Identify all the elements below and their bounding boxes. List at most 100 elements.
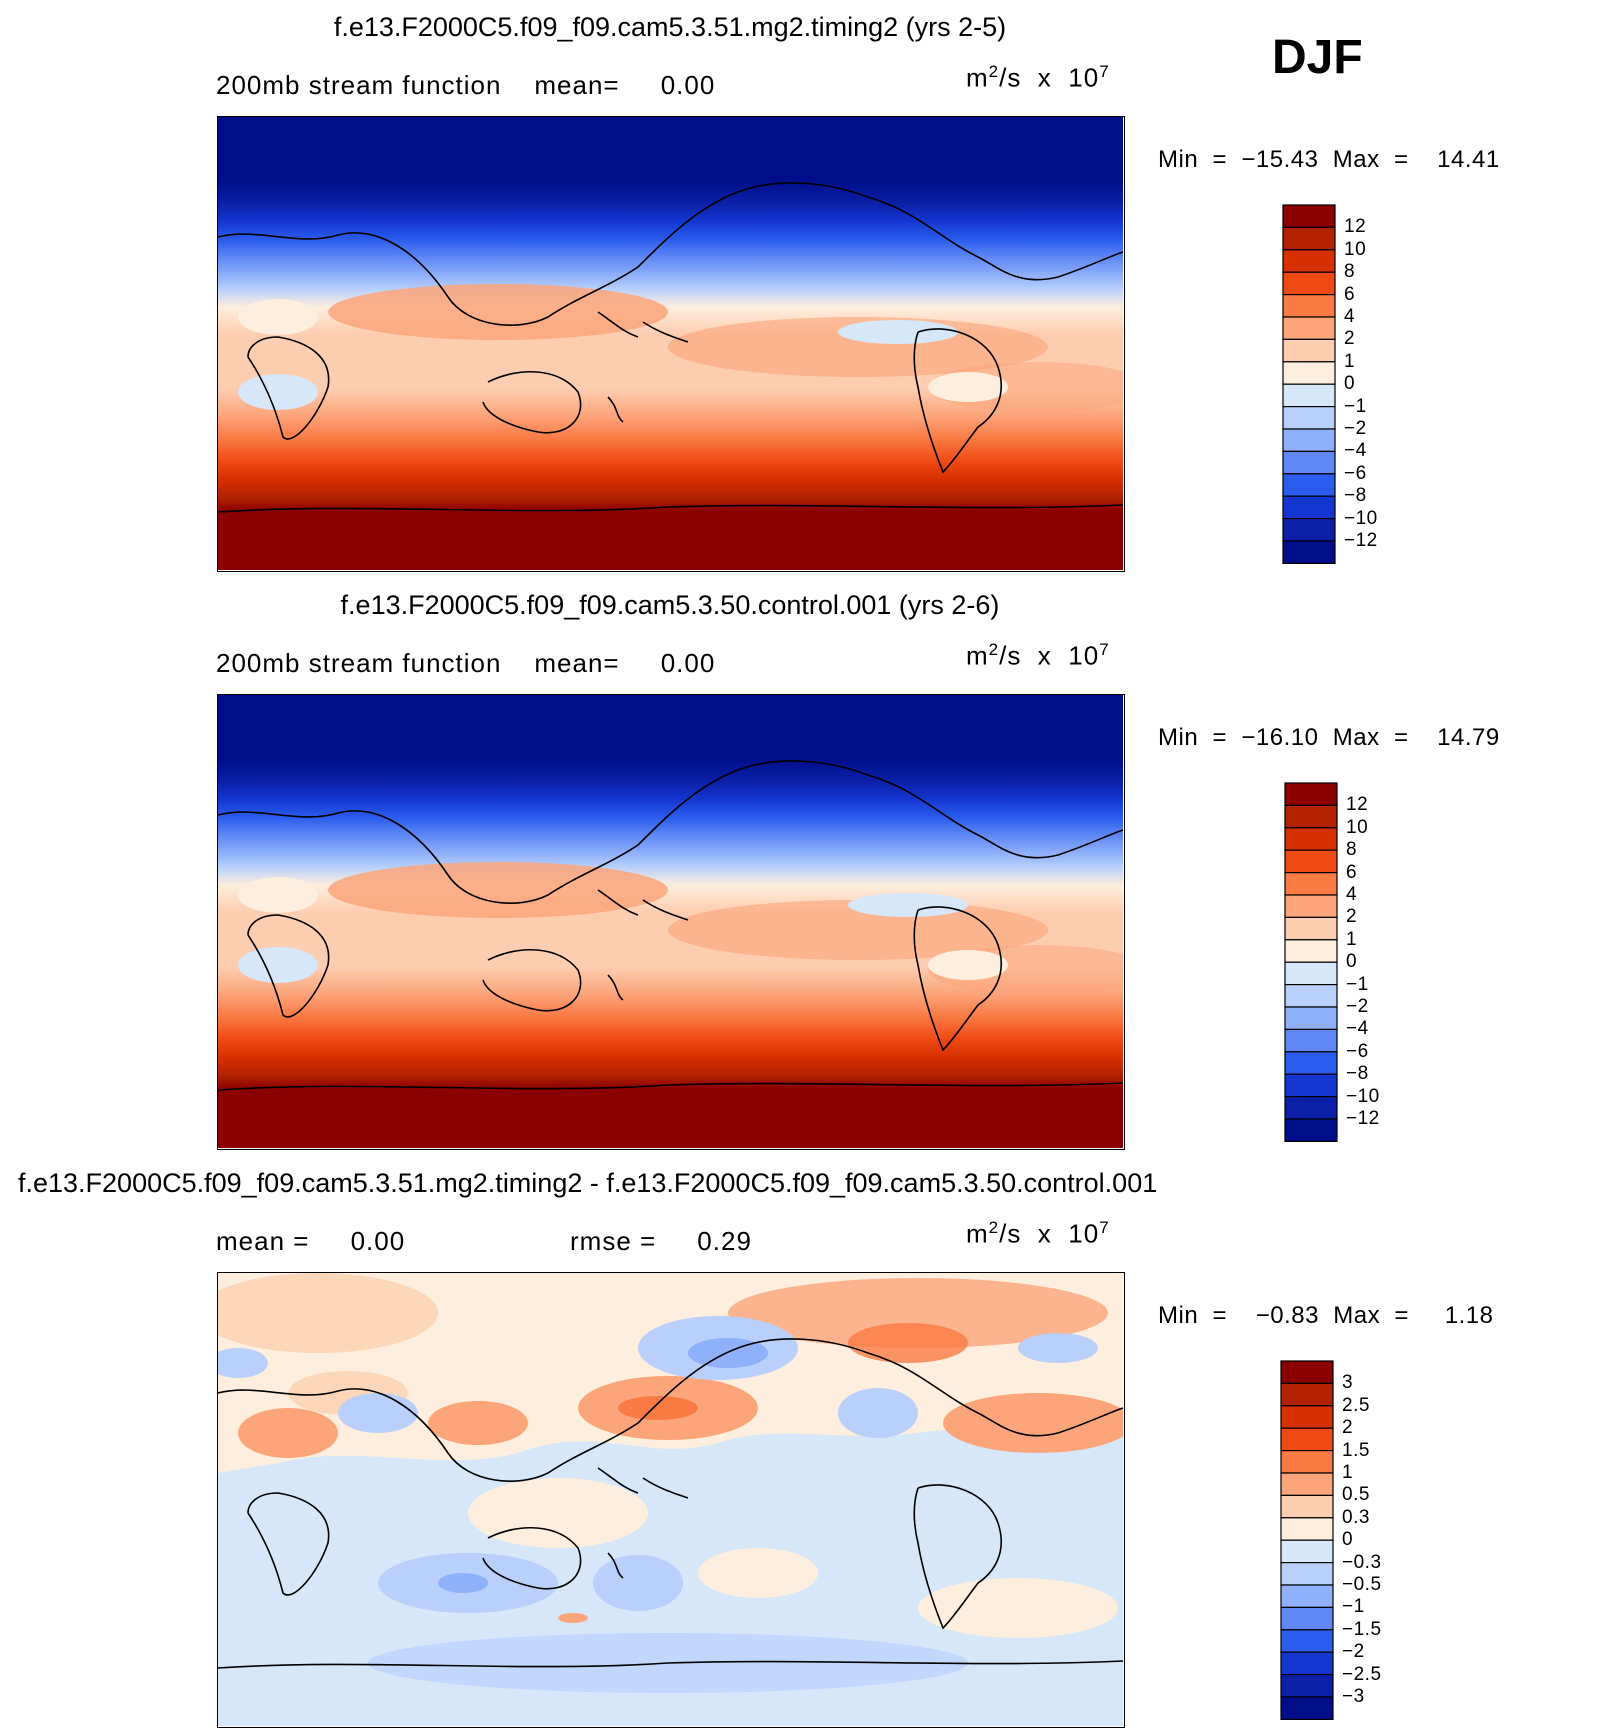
- season-label: DJF: [1272, 31, 1363, 84]
- panel1-units: m2/s x 107: [966, 62, 1110, 93]
- colorbar-label: 4: [1344, 306, 1356, 327]
- colorbar-box: [1284, 804, 1338, 829]
- colorbar-box: [1282, 473, 1336, 497]
- colorbar-label: 12: [1346, 794, 1369, 816]
- colorbar-box: [1282, 361, 1336, 385]
- colorbar-box: [1284, 939, 1338, 963]
- colorbar-label: 12: [1344, 216, 1367, 238]
- panel1-subtitle: 200mb stream function mean= 0.00: [216, 70, 716, 100]
- colorbar-box: [1282, 204, 1336, 228]
- colorbar-label: 0: [1342, 1529, 1354, 1551]
- colorbar-label: −8: [1346, 1063, 1369, 1085]
- colorbar-box: [1282, 316, 1336, 340]
- colorbar-label: 1: [1344, 350, 1356, 372]
- colorbar-label: −6: [1344, 462, 1367, 484]
- colorbar-box: [1280, 1449, 1334, 1474]
- panel2-title: f.e13.F2000C5.f09_f09.cam5.3.50.control.…: [340, 590, 1000, 620]
- colorbar-box: [1284, 1096, 1338, 1120]
- colorbar-label: 10: [1346, 816, 1369, 838]
- panel1-map: [217, 116, 1125, 572]
- colorbar-box: [1282, 383, 1336, 408]
- panel2-contour-svg: [218, 695, 1123, 1148]
- colorbar-box: [1284, 827, 1338, 851]
- colorbar-label: −4: [1344, 440, 1367, 462]
- panel3-map: [217, 1272, 1125, 1728]
- colorbar-label: −10: [1344, 507, 1378, 529]
- colorbar-box: [1284, 1051, 1338, 1075]
- colorbar-label: 2: [1344, 328, 1356, 350]
- panel2-min-max: Min = −16.10 Max = 14.79: [1158, 724, 1500, 751]
- colorbar-box: [1280, 1629, 1334, 1653]
- colorbar-box: [1284, 1073, 1338, 1098]
- colorbar-box: [1284, 849, 1338, 874]
- colorbar-label: −0.5: [1342, 1574, 1382, 1595]
- colorbar-label: 0: [1344, 373, 1356, 395]
- colorbar-box: [1280, 1674, 1334, 1698]
- colorbar-label: 3: [1342, 1372, 1354, 1394]
- colorbar-label: −1.5: [1342, 1618, 1382, 1640]
- colorbar-box: [1282, 495, 1336, 520]
- colorbar-box: [1282, 406, 1336, 430]
- colorbar-box: [1280, 1517, 1334, 1541]
- panel3-min-max: Min = −0.83 Max = 1.18: [1158, 1302, 1494, 1329]
- panel3-units: m2/s x 107: [966, 1218, 1110, 1249]
- colorbar-box: [1280, 1405, 1334, 1429]
- colorbar-box: [1280, 1584, 1334, 1608]
- colorbar-box: [1282, 271, 1336, 296]
- colorbar-label: 0.5: [1342, 1484, 1370, 1506]
- colorbar-box: [1282, 428, 1336, 452]
- colorbar-box: [1280, 1382, 1334, 1407]
- colorbar-label: 1.5: [1342, 1439, 1370, 1461]
- colorbar-box: [1280, 1472, 1334, 1496]
- colorbar-label: −2: [1346, 996, 1369, 1017]
- colorbar-label: 8: [1346, 839, 1358, 861]
- panel2-subtitle: 200mb stream function mean= 0.00: [216, 648, 716, 678]
- colorbar-box: [1282, 293, 1336, 318]
- colorbar-box: [1282, 540, 1336, 564]
- panel3-mean: mean = 0.00: [216, 1226, 406, 1256]
- colorbar-box: [1284, 961, 1338, 986]
- panel1-min-max: Min = −15.43 Max = 14.41: [1158, 146, 1500, 173]
- panel1-contour-svg: [218, 117, 1123, 570]
- colorbar-box: [1284, 782, 1338, 806]
- colorbar-label: −1: [1342, 1596, 1365, 1618]
- colorbar-label: −1: [1346, 973, 1369, 995]
- colorbar-label: −8: [1344, 485, 1367, 507]
- colorbar-box: [1282, 450, 1336, 475]
- colorbar-label: 1: [1342, 1462, 1354, 1483]
- colorbar-box: [1280, 1562, 1334, 1586]
- panel2-map: [217, 694, 1125, 1150]
- colorbar-box: [1280, 1539, 1334, 1564]
- colorbar-box: [1280, 1494, 1334, 1519]
- panel2-coastlines: [218, 760, 1123, 1091]
- colorbar-box: [1284, 1006, 1338, 1030]
- colorbar-label: −0.3: [1342, 1551, 1382, 1573]
- colorbar-label: −3: [1342, 1686, 1365, 1707]
- panel1-coastlines: [218, 182, 1123, 513]
- panel1-colorbar: [1282, 204, 1336, 564]
- colorbar-label: −12: [1344, 530, 1378, 551]
- panel2-units: m2/s x 107: [966, 640, 1110, 671]
- colorbar-box: [1280, 1651, 1334, 1676]
- colorbar-label: −4: [1346, 1018, 1369, 1040]
- colorbar-label: 8: [1344, 261, 1356, 283]
- panel3-coastlines: [218, 1338, 1123, 1669]
- colorbar-label: −2.5: [1342, 1663, 1382, 1685]
- panel3-contour-svg: [218, 1273, 1123, 1726]
- colorbar-box: [1282, 518, 1336, 542]
- colorbar-label: −12: [1346, 1108, 1380, 1129]
- colorbar-box: [1284, 894, 1338, 918]
- colorbar-box: [1282, 226, 1336, 251]
- colorbar-box: [1284, 1118, 1338, 1142]
- colorbar-label: 2: [1342, 1417, 1354, 1439]
- colorbar-box: [1280, 1606, 1334, 1631]
- colorbar-label: 6: [1346, 861, 1358, 883]
- colorbar-box: [1284, 871, 1338, 896]
- colorbar-box: [1282, 338, 1336, 363]
- panel1-title: f.e13.F2000C5.f09_f09.cam5.3.51.mg2.timi…: [333, 12, 1007, 42]
- colorbar-label: 1: [1346, 928, 1358, 950]
- colorbar-label: −6: [1346, 1040, 1369, 1062]
- colorbar-label: 6: [1344, 283, 1356, 305]
- colorbar-label: 2.5: [1342, 1394, 1370, 1416]
- colorbar-box: [1284, 1028, 1338, 1053]
